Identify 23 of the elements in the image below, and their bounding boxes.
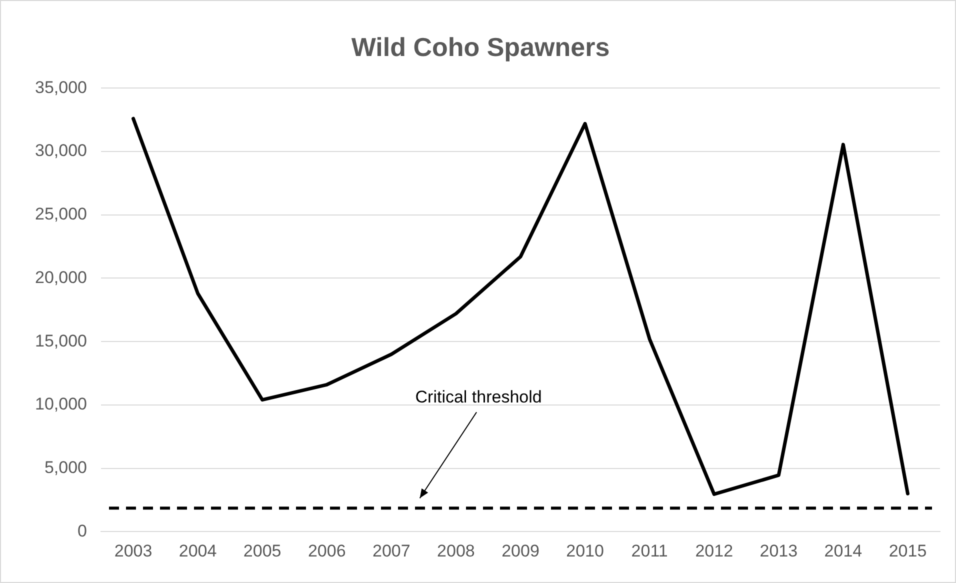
x-tick-label: 2008	[437, 541, 475, 560]
x-tick-label: 2007	[372, 541, 410, 560]
y-tick-label: 30,000	[34, 141, 87, 160]
x-tick-label: 2003	[114, 541, 152, 560]
y-tick-label: 20,000	[34, 268, 87, 287]
y-tick-label: 10,000	[34, 394, 87, 414]
y-tick-label: 25,000	[34, 204, 87, 224]
y-tick-label: 35,000	[34, 78, 87, 97]
x-tick-label: 2014	[824, 541, 862, 560]
x-tick-label: 2012	[695, 541, 734, 560]
x-tick-label: 2011	[631, 541, 668, 560]
y-tick-label: 5,000	[44, 458, 87, 477]
x-tick-label: 2004	[178, 541, 217, 560]
chart-title: Wild Coho Spawners	[351, 32, 610, 62]
y-tick-label: 15,000	[34, 331, 87, 350]
x-tick-label: 2015	[888, 541, 927, 560]
x-tick-label: 2013	[760, 541, 798, 560]
x-tick-label: 2009	[502, 541, 540, 560]
x-tick-label: 2010	[566, 541, 604, 560]
x-tick-label: 2005	[243, 541, 282, 560]
ref-line-label: Critical threshold	[415, 387, 542, 406]
x-tick-label: 2006	[308, 541, 346, 560]
y-tick-label: 0	[78, 521, 87, 540]
